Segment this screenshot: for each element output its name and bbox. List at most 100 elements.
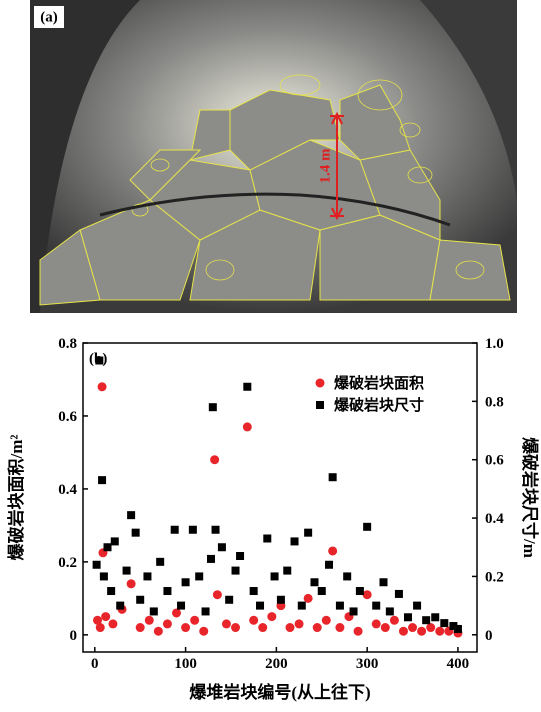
y2-tick-label: 0.4	[485, 511, 504, 527]
point	[243, 382, 252, 391]
point	[136, 595, 145, 604]
point	[97, 382, 107, 392]
point	[201, 607, 210, 616]
point	[93, 615, 103, 625]
point	[190, 615, 200, 625]
point	[371, 619, 381, 629]
point	[398, 626, 408, 636]
point	[110, 537, 119, 546]
point	[349, 607, 358, 616]
point	[449, 622, 458, 631]
legend-marker	[316, 401, 324, 409]
point	[417, 626, 427, 636]
point	[103, 543, 112, 552]
point	[328, 473, 337, 482]
point	[236, 552, 245, 561]
point	[163, 587, 172, 596]
point	[225, 595, 234, 604]
scale-label: 1.4 m	[317, 148, 333, 184]
point	[440, 619, 449, 628]
point	[156, 557, 165, 566]
point	[312, 623, 322, 633]
point	[116, 601, 125, 610]
point	[126, 579, 136, 589]
point	[453, 624, 462, 633]
point	[95, 356, 104, 365]
point	[335, 623, 345, 633]
point	[426, 623, 436, 633]
point	[394, 589, 403, 598]
point	[208, 403, 217, 412]
point	[276, 595, 285, 604]
legend-label: 爆破岩块尺寸	[334, 396, 424, 414]
y2-tick-label: 0.6	[485, 453, 504, 469]
point	[335, 601, 344, 610]
point	[385, 607, 394, 616]
point	[249, 587, 258, 596]
point	[270, 572, 279, 581]
point	[242, 422, 252, 432]
point	[221, 619, 231, 629]
point	[92, 560, 101, 569]
point	[317, 587, 326, 596]
point	[258, 623, 268, 633]
point	[231, 566, 240, 575]
y-tick-label: 0.4	[58, 482, 77, 498]
point	[131, 528, 140, 537]
point	[283, 566, 292, 575]
plot-frame	[82, 342, 478, 653]
point	[98, 476, 107, 485]
point	[249, 615, 259, 625]
point	[172, 608, 182, 618]
point	[144, 615, 154, 625]
point	[413, 601, 422, 610]
point	[108, 619, 118, 629]
point	[285, 623, 295, 633]
legend-marker	[315, 378, 325, 388]
point	[353, 626, 363, 636]
x-tick-label: 200	[265, 656, 288, 672]
point	[422, 616, 431, 625]
y2-axis-label: 爆破岩块尺寸/m	[520, 437, 540, 558]
point	[127, 511, 136, 520]
point	[101, 612, 111, 622]
point	[211, 525, 220, 534]
point	[181, 623, 191, 633]
point	[297, 601, 306, 610]
point	[95, 623, 105, 633]
point	[207, 554, 216, 563]
point	[303, 593, 313, 603]
point	[181, 578, 190, 587]
point	[162, 619, 172, 629]
point	[379, 578, 388, 587]
point	[435, 626, 445, 636]
chart: 0 100 200 300 400 0 0.2 0.4 0.6 0.8 0 0.2 0.4 0.6 0.8 1…	[6, 336, 540, 702]
point	[149, 607, 158, 616]
point	[263, 534, 272, 543]
point	[290, 537, 299, 546]
x-tick-label: 300	[356, 656, 379, 672]
y2-tick-label: 0	[485, 628, 493, 644]
y-axis-label: 爆破岩块面积/m²	[6, 435, 26, 561]
point	[177, 601, 186, 610]
point	[153, 626, 163, 636]
legend-label: 爆破岩块面积	[334, 374, 424, 392]
point	[408, 623, 418, 633]
x-tick-label: 400	[447, 656, 470, 672]
y2-tick-label: 0.2	[485, 569, 504, 585]
point	[343, 572, 352, 581]
point	[389, 615, 399, 625]
point	[231, 623, 241, 633]
point	[294, 619, 304, 629]
point	[195, 572, 204, 581]
y-tick-label: 0.6	[58, 409, 77, 425]
y-tick-label: 0.8	[58, 336, 77, 352]
point	[107, 587, 116, 596]
point	[321, 615, 331, 625]
point	[188, 525, 197, 534]
point	[372, 601, 381, 610]
point	[404, 613, 413, 622]
x-tick-label: 100	[174, 656, 197, 672]
point	[267, 612, 277, 622]
point	[380, 623, 390, 633]
